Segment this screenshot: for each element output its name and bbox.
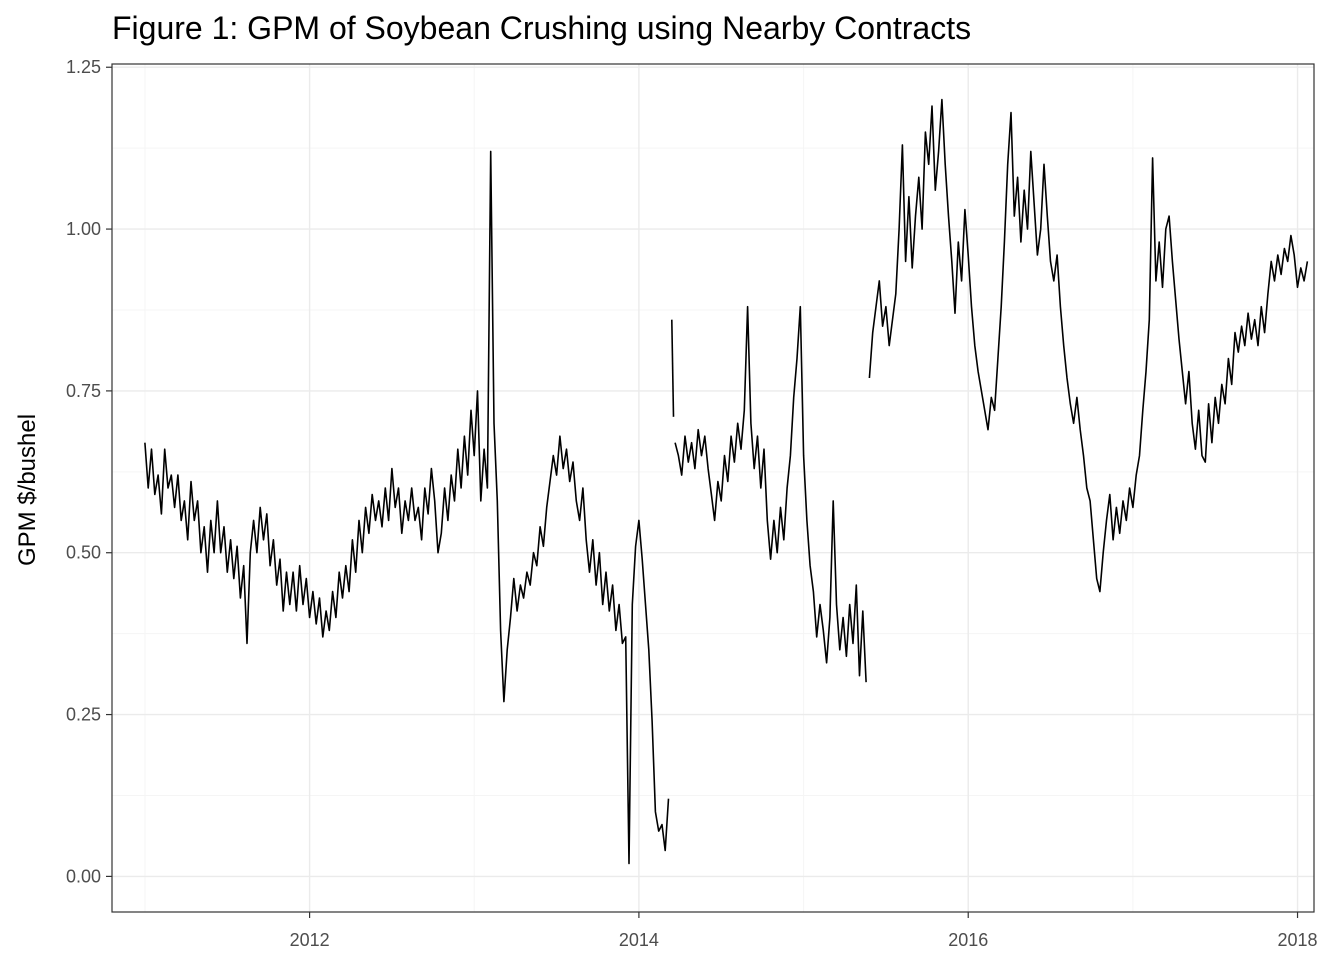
y-axis: 0.00 0.25 0.50 0.75 1.00 1.25 — [66, 57, 112, 886]
series-line-4 — [868, 98, 1309, 593]
y-tick-label: 1.25 — [66, 57, 101, 77]
x-tick-label: 2014 — [619, 930, 659, 950]
chart-title: Figure 1: GPM of Soybean Crushing using … — [112, 10, 972, 46]
y-tick-label: 0.50 — [66, 543, 101, 563]
series-lines — [144, 98, 1309, 865]
panel-border — [111, 63, 1315, 913]
major-gridlines — [112, 64, 1314, 912]
series-line-3 — [674, 305, 867, 683]
x-tick-label: 2018 — [1278, 930, 1318, 950]
y-tick-label: 0.75 — [66, 381, 101, 401]
series-line-2 — [671, 319, 675, 417]
y-tick-label: 0.25 — [66, 705, 101, 725]
minor-gridlines — [112, 64, 1314, 912]
y-axis-title: GPM $/bushel — [14, 414, 41, 566]
series-line-1 — [144, 150, 670, 865]
x-axis: 2012 2014 2016 2018 — [290, 912, 1318, 950]
y-tick-label: 0.00 — [66, 866, 101, 886]
y-tick-label: 1.00 — [66, 219, 101, 239]
x-tick-label: 2012 — [290, 930, 330, 950]
x-tick-label: 2016 — [948, 930, 988, 950]
